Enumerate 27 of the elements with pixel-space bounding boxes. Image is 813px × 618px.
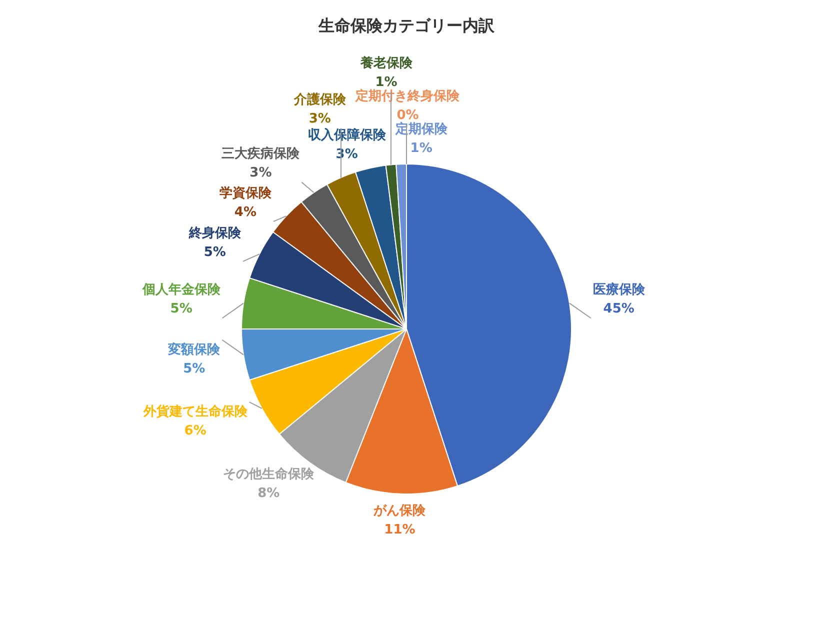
- slice-label: 個人年金保険: [141, 282, 222, 298]
- data-label: 1%: [375, 74, 398, 90]
- data-label: 3%: [250, 166, 272, 181]
- data-label: 11%: [384, 522, 416, 538]
- data-label: 4%: [234, 204, 256, 220]
- slice-label: 終身保険: [188, 226, 242, 241]
- slice-label: 変額保険: [167, 341, 222, 358]
- slice-label: 収入保障保険: [308, 127, 387, 144]
- data-label: 5%: [170, 301, 192, 316]
- data-label: 6%: [184, 423, 206, 438]
- data-label: 3%: [308, 112, 331, 127]
- chart-title: 生命保険カテゴリー内訳: [317, 15, 496, 37]
- data-label: 5%: [204, 244, 226, 260]
- slice-label: がん保険: [372, 503, 427, 518]
- slice-label: 学資保険: [219, 186, 272, 201]
- slice-label: 介護保険: [292, 92, 347, 108]
- slice-label: 医療保険: [592, 281, 646, 298]
- text: 0%: [396, 108, 419, 123]
- slice-label: 養老保険: [359, 54, 414, 71]
- data-label: 5%: [183, 361, 206, 376]
- slice-label: その他生命保険: [223, 466, 316, 482]
- slice-label: 外貨建て生命保険: [142, 403, 248, 420]
- data-label: 1%: [410, 140, 432, 156]
- data-label: 45%: [603, 301, 634, 316]
- data-label: 8%: [258, 486, 280, 501]
- data-label: 3%: [336, 147, 358, 162]
- slice-label: 三大疾病保険: [222, 146, 301, 162]
